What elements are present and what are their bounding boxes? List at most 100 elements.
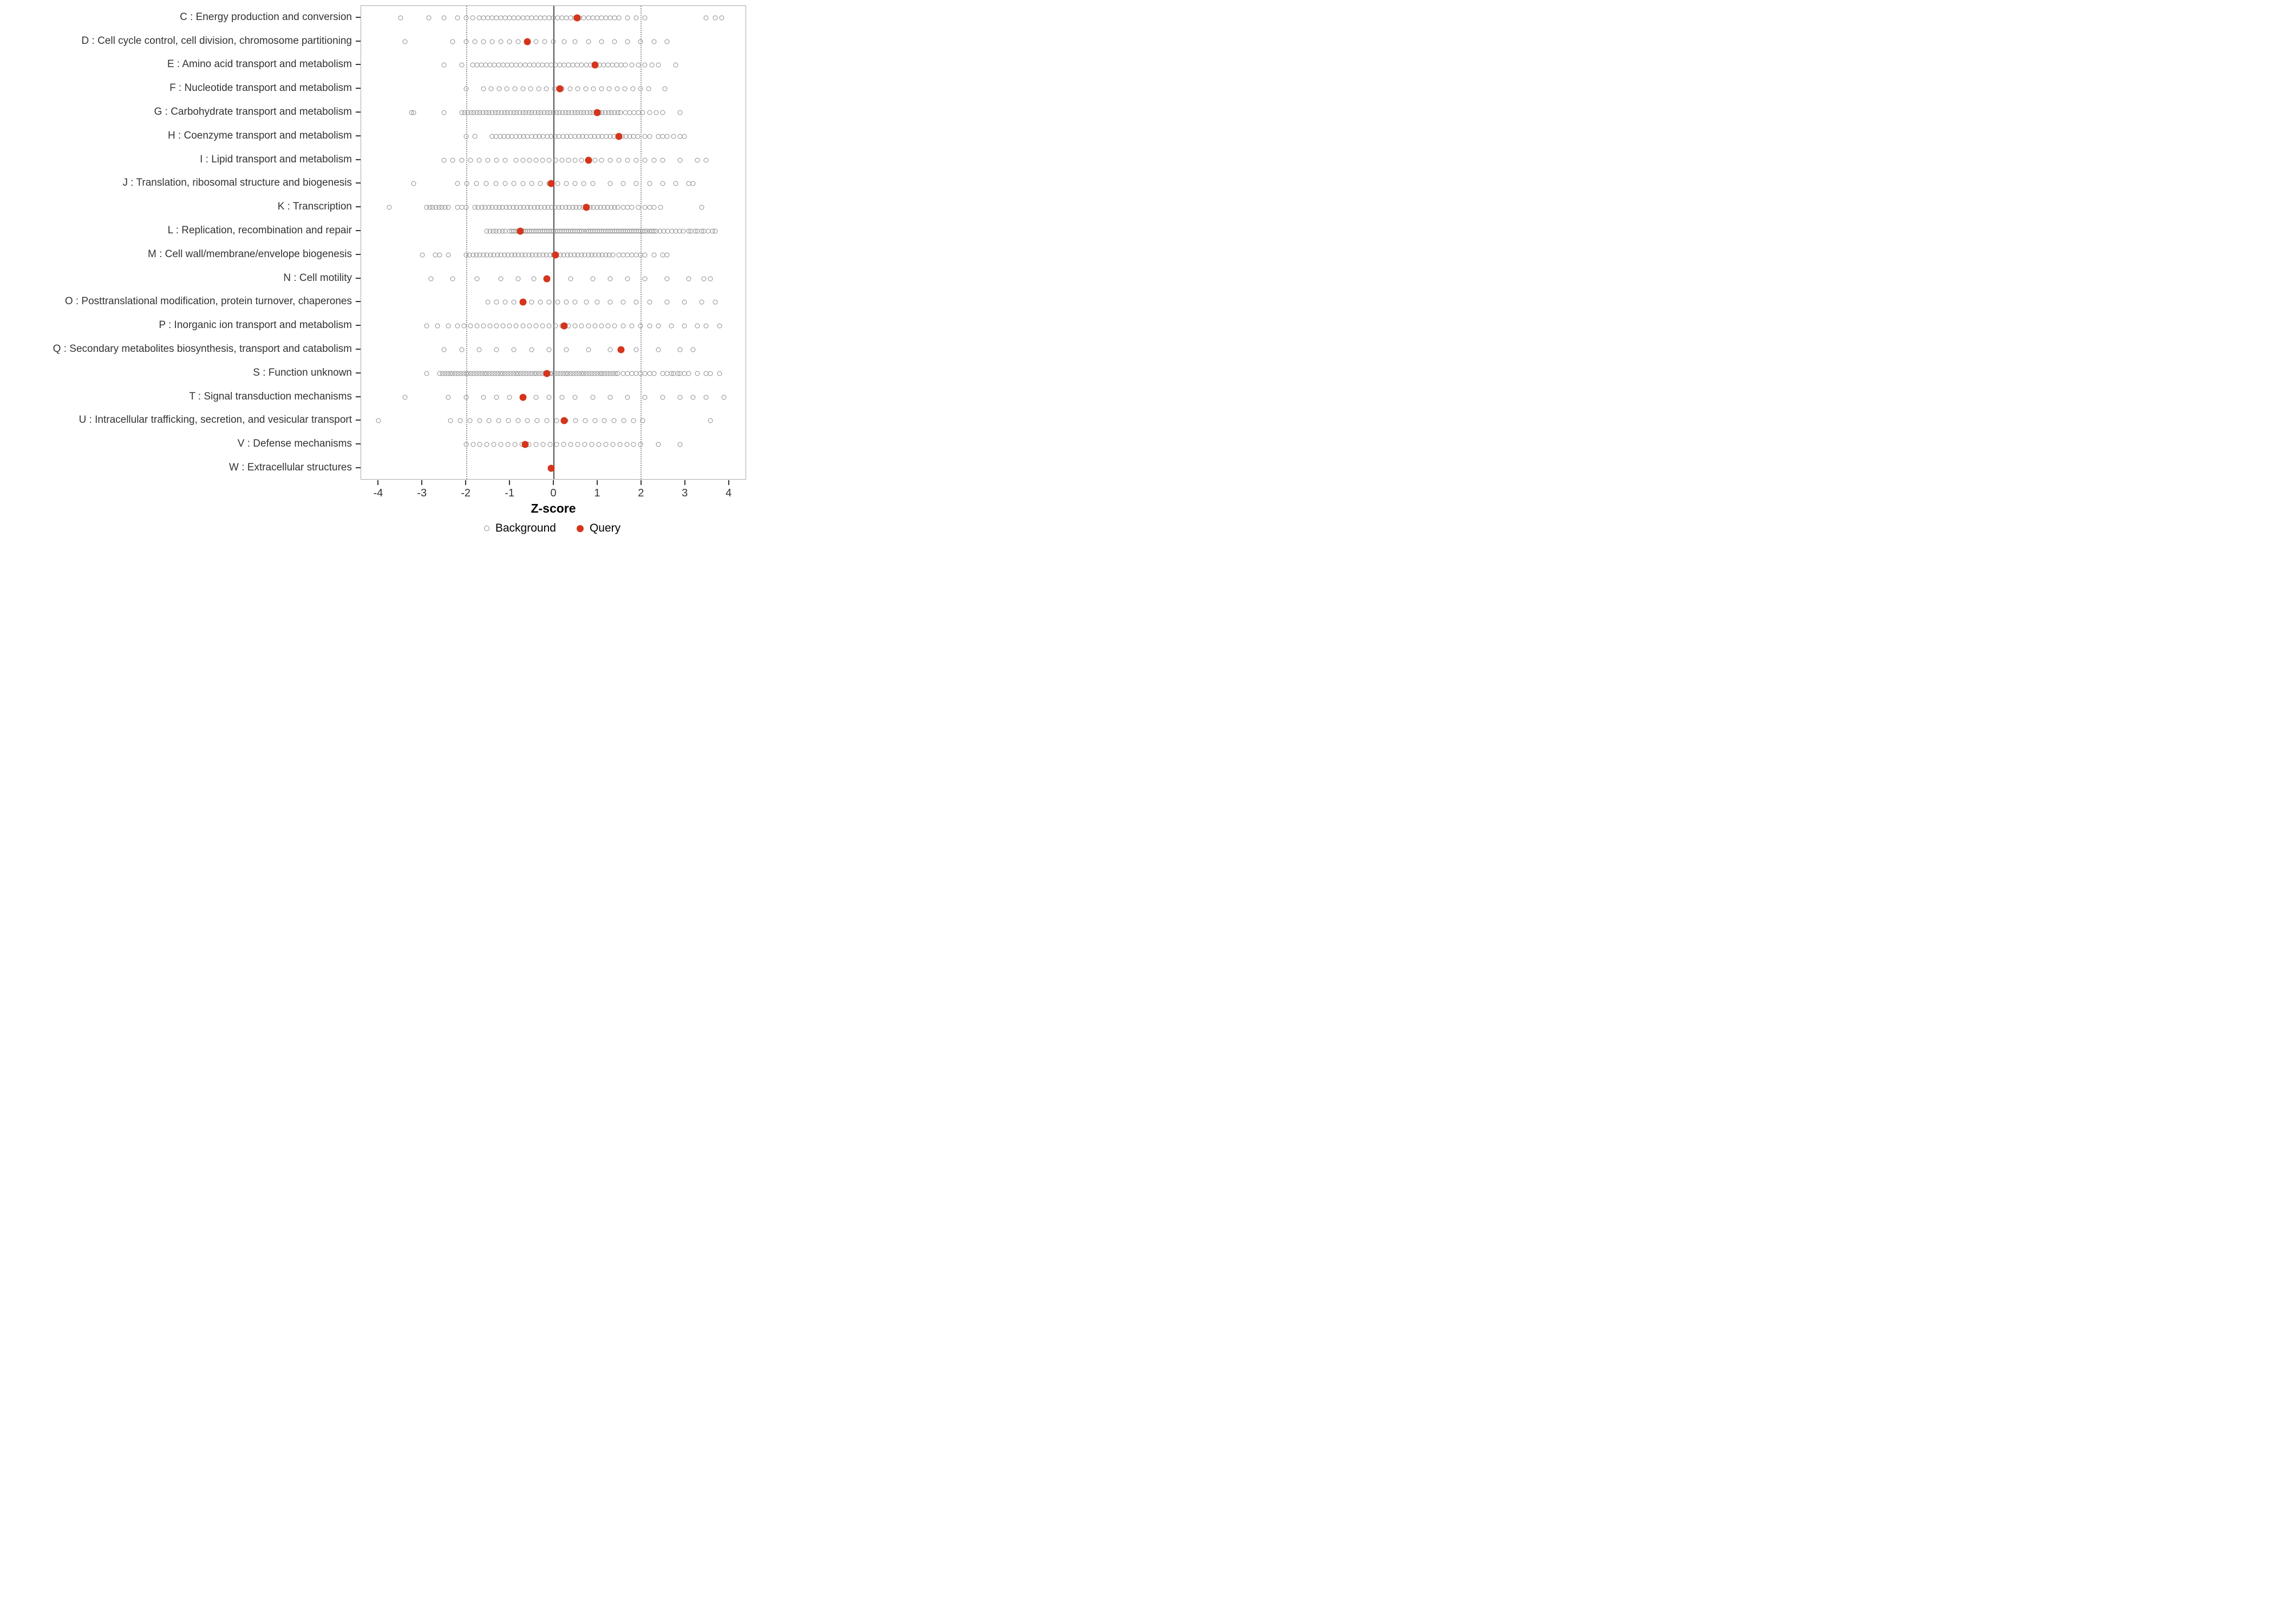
background-dot — [631, 418, 636, 423]
background-dot — [651, 158, 657, 163]
background-dot — [606, 86, 612, 91]
background-dot — [540, 158, 545, 163]
background-dot — [642, 252, 648, 258]
x-axis-tick — [596, 480, 598, 485]
background-dot — [455, 181, 460, 186]
category-row — [361, 385, 746, 409]
background-dot — [507, 39, 512, 44]
category-row — [361, 362, 746, 385]
category-label: H : Coenzyme transport and metabolism — [167, 129, 352, 141]
background-dot — [624, 442, 630, 447]
background-dot — [662, 86, 668, 91]
background-dot — [719, 15, 724, 21]
background-dot — [642, 62, 648, 68]
background-dot — [708, 276, 713, 281]
background-dot — [620, 181, 626, 186]
x-axis-tick — [509, 480, 511, 485]
background-dot — [554, 442, 559, 447]
background-dot — [611, 418, 617, 423]
x-axis-tick — [684, 480, 685, 485]
background-dot — [686, 371, 691, 376]
background-dot — [512, 86, 518, 91]
background-dot — [633, 347, 639, 352]
background-dot — [647, 323, 652, 329]
background-dot — [599, 158, 604, 163]
background-dot — [463, 134, 469, 139]
category-label: I : Lipid transport and metabolism — [200, 153, 352, 165]
background-dot — [463, 442, 469, 447]
background-dot — [640, 110, 645, 115]
background-dot — [486, 418, 492, 423]
background-dot — [402, 395, 408, 400]
background-dot — [481, 39, 486, 44]
background-dot — [476, 347, 482, 352]
background-dot — [721, 395, 727, 400]
background-dot — [511, 347, 517, 352]
background-dot — [654, 110, 659, 115]
background-dot — [690, 395, 696, 400]
category-label: S : Function unknown — [253, 366, 352, 378]
background-dot — [467, 418, 473, 423]
background-dot — [713, 299, 718, 305]
background-dot — [617, 442, 623, 447]
background-dot — [638, 323, 643, 329]
background-dot — [538, 181, 543, 186]
background-dot — [660, 395, 665, 400]
background-dot — [481, 323, 486, 329]
query-dot — [517, 227, 524, 235]
background-dot — [446, 395, 451, 400]
background-dot — [533, 39, 539, 44]
background-dot — [498, 442, 504, 447]
y-axis-tick — [356, 88, 361, 89]
category-label: U : Intracellular trafficking, secretion… — [79, 414, 352, 426]
background-dot — [677, 110, 683, 115]
y-axis-tick — [356, 135, 361, 136]
category-row — [361, 314, 746, 338]
background-dot — [664, 252, 670, 258]
background-dot — [618, 110, 623, 115]
background-dot — [458, 418, 463, 423]
background-dot — [677, 395, 683, 400]
background-dot — [703, 158, 709, 163]
background-dot — [572, 323, 578, 329]
background-dot — [717, 323, 722, 329]
x-tick-label: -1 — [505, 487, 514, 499]
background-dot — [695, 158, 700, 163]
background-dot — [502, 158, 508, 163]
x-tick-label: 2 — [638, 487, 644, 499]
background-dot — [494, 347, 499, 352]
background-dot — [494, 299, 499, 305]
legend: Background Query — [347, 522, 758, 535]
filled-circle-icon — [576, 525, 584, 532]
background-dot — [699, 205, 704, 210]
category-row — [361, 6, 746, 30]
background-dot — [496, 418, 501, 423]
background-dot — [572, 158, 578, 163]
reference-line-dotted — [641, 6, 642, 479]
background-dot — [533, 395, 539, 400]
y-axis-tick — [356, 396, 361, 397]
category-label: P : Inorganic ion transport and metaboli… — [159, 319, 352, 331]
background-dot — [717, 371, 722, 376]
background-dot — [498, 276, 504, 281]
background-dot — [525, 418, 530, 423]
y-axis-tick — [356, 301, 361, 303]
y-axis: C : Energy production and conversion D : … — [0, 5, 361, 480]
background-dot — [463, 39, 469, 44]
background-dot — [493, 181, 498, 186]
background-dot — [561, 39, 567, 44]
background-dot — [507, 323, 512, 329]
y-axis-label-row: P : Inorganic ion transport and metaboli… — [0, 313, 361, 337]
background-dot — [553, 323, 558, 329]
background-dot — [612, 39, 617, 44]
y-axis-label-row: K : Transcription — [0, 195, 361, 219]
background-dot — [536, 86, 541, 91]
background-dot — [586, 323, 591, 329]
query-dot — [547, 180, 555, 187]
query-dot — [593, 109, 601, 116]
category-label: J : Translation, ribosomal structure and… — [122, 177, 352, 189]
y-axis-tick — [356, 349, 361, 350]
background-dot — [590, 395, 596, 400]
background-dot — [572, 395, 578, 400]
reference-line-dotted — [466, 6, 467, 479]
